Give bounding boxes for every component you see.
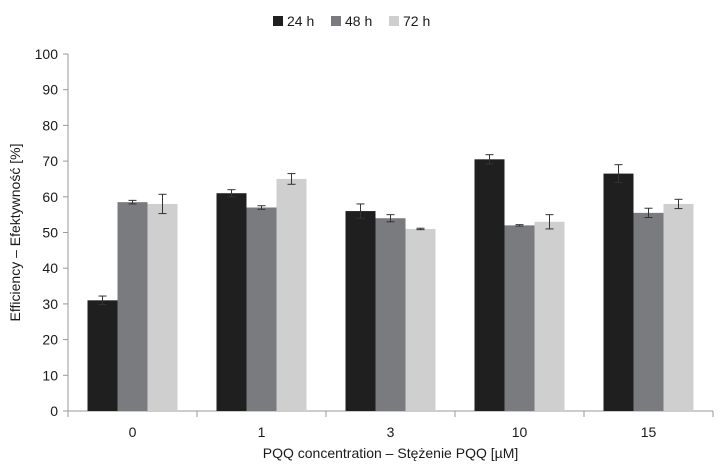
bar-24h-1 [216,193,247,411]
y-tick-label: 100 [35,46,59,62]
y-tick-label: 40 [42,260,58,276]
x-axis-title: PQQ concentration – Stężenie PQQ [µM] [263,445,519,461]
error-bar [545,214,554,230]
error-bar [485,154,494,165]
error-bar [356,203,365,219]
bar-48h-15 [633,212,664,411]
x-tick-label: 15 [641,424,657,440]
y-tick-label: 70 [42,153,58,169]
x-tick-label: 3 [387,424,395,440]
y-tick-label: 80 [42,117,58,133]
bar-72h-15 [663,203,694,411]
error-bar [416,227,425,231]
legend-item-24h: 24 h [273,13,314,29]
bar-24h-10 [474,159,505,411]
x-axis: 0 1 3 10 15 [67,410,714,440]
y-tick-label: 0 [50,403,58,419]
legend-swatch [389,16,399,26]
error-bar [614,164,623,184]
x-tick-label: 1 [258,424,266,440]
y-tick-label: 30 [42,296,58,312]
bar-48h-1 [246,207,277,411]
y-tick-label: 60 [42,189,58,205]
x-tick-label: 0 [129,424,137,440]
bar-24h-0 [87,300,118,411]
error-bar [644,207,653,219]
y-tick-label: 90 [42,82,58,98]
legend-label: 48 h [345,13,372,29]
error-bar [515,224,524,227]
x-tick-label: 10 [512,424,528,440]
bar-24h-15 [603,173,634,411]
error-bar [227,189,236,198]
error-bar [128,199,137,205]
bar-48h-10 [504,225,535,411]
y-tick-label: 50 [42,225,58,241]
legend-item-48h: 48 h [331,13,372,29]
bar-48h-0 [117,202,148,411]
y-tick-label: 10 [42,367,58,383]
bar-48h-3 [375,218,406,411]
y-axis: 0 10 20 30 40 50 60 70 80 90 100 [35,46,69,419]
error-bar [98,295,107,306]
y-tick-label: 20 [42,332,58,348]
error-bars-group [98,154,683,306]
bar-24h-3 [345,211,376,411]
error-bar [257,205,266,210]
legend-label: 72 h [403,13,430,29]
bar-72h-1 [276,178,307,411]
legend-swatch [331,16,341,26]
bar-72h-0 [147,203,178,411]
bar-series-group [87,159,694,411]
legend-item-72h: 72 h [389,13,430,29]
legend-label: 24 h [287,13,314,29]
legend: 24 h 48 h 72 h [273,13,430,29]
legend-swatch [273,16,283,26]
bar-72h-10 [534,221,565,411]
error-bar [674,198,683,210]
error-bar [287,173,296,185]
error-bar [158,193,167,215]
bar-72h-3 [405,228,436,411]
error-bar [386,214,395,223]
y-axis-title: Efficiency – Efektywność [%] [7,144,23,322]
